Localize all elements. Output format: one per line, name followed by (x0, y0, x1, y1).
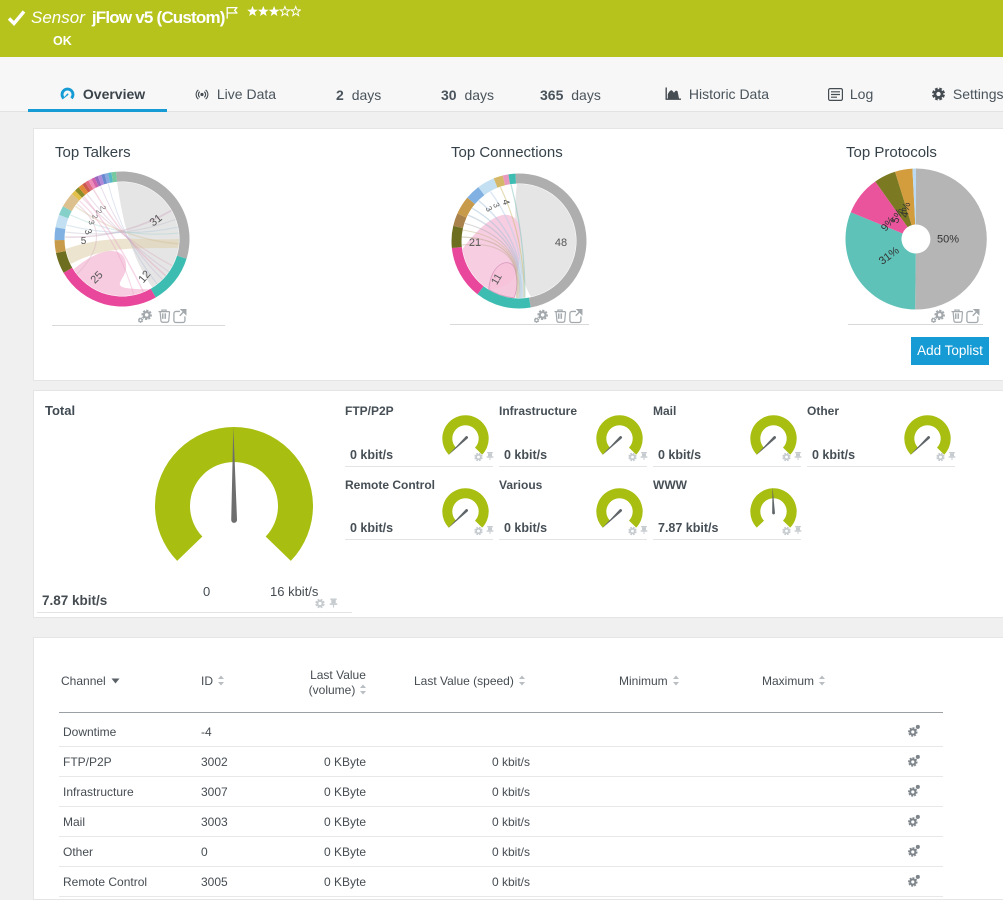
svg-text:31: 31 (148, 212, 165, 229)
svg-text:2: 2 (98, 205, 107, 210)
svg-text:48: 48 (555, 237, 567, 249)
svg-text:11: 11 (489, 271, 505, 287)
svg-text:4%: 4% (899, 201, 913, 218)
svg-text:2: 2 (94, 209, 104, 215)
svg-text:21: 21 (469, 237, 481, 249)
svg-text:2: 2 (90, 214, 100, 220)
svg-text:3: 3 (82, 227, 94, 236)
svg-text:3: 3 (86, 219, 96, 226)
svg-text:4: 4 (499, 198, 511, 206)
svg-text:5: 5 (81, 236, 87, 247)
svg-text:50%: 50% (937, 234, 959, 246)
svg-text:5%: 5% (889, 207, 906, 226)
svg-text:3: 3 (484, 204, 495, 213)
svg-text:3: 3 (491, 201, 502, 209)
